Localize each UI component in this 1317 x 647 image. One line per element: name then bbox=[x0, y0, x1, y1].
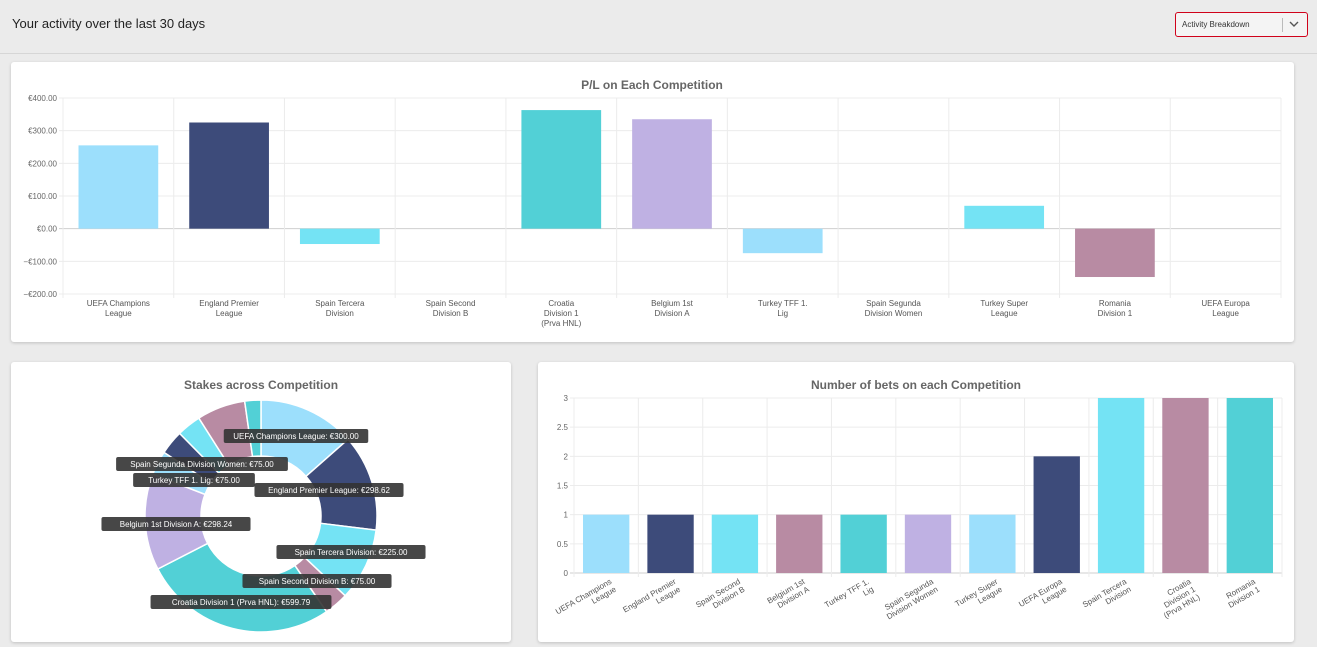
bar bbox=[964, 205, 1045, 229]
y-tick-label: 3 bbox=[564, 394, 569, 403]
bar bbox=[1097, 398, 1145, 573]
pl-chart-card: P/L on Each Competition €400.00 €300.00 €20… bbox=[11, 62, 1294, 342]
tooltip-box bbox=[133, 473, 255, 487]
bar bbox=[904, 514, 952, 573]
x-tick-label: UEFA ChampionsLeague bbox=[554, 577, 618, 624]
bar bbox=[840, 514, 887, 573]
x-tick-label: Spain SegundaDivision Women bbox=[881, 577, 940, 622]
stakes-chart: Stakes across Competition UEFA Champions … bbox=[101, 378, 426, 633]
y-tick-label: −€200.00 bbox=[23, 290, 57, 299]
y-tick-label: 0.5 bbox=[557, 540, 569, 549]
tooltip-label: Spain Tercera Division: €225.00 bbox=[295, 548, 408, 557]
stakes-chart-card: Stakes across Competition UEFA Champions … bbox=[11, 362, 511, 642]
bar bbox=[647, 514, 694, 573]
slice-tooltip: UEFA Champions League: €300.00 bbox=[223, 429, 369, 443]
tooltip-label: Turkey TFF 1. Lig: €75.00 bbox=[148, 476, 240, 485]
bets-chart-card: Number of bets on each Competition 3 2.5 2 1… bbox=[538, 362, 1294, 642]
chart-title: P/L on Each Competition bbox=[581, 78, 723, 92]
y-tick-label: 1 bbox=[564, 511, 569, 520]
dropdown-separator bbox=[1282, 18, 1283, 32]
slice-tooltip: Spain Tercera Division: €225.00 bbox=[276, 545, 426, 559]
tooltip-box bbox=[223, 429, 369, 443]
slice-tooltip: Spain Segunda Division Women: €75.00 bbox=[116, 457, 288, 471]
bar bbox=[711, 514, 759, 573]
pl-chart: P/L on Each Competition €400.00 €300.00 €20… bbox=[23, 78, 1282, 328]
bar bbox=[1226, 398, 1273, 573]
dropdown-selected-label: Activity Breakdown bbox=[1182, 20, 1250, 29]
x-tick-label: Belgium 1stDivision A bbox=[766, 577, 812, 614]
y-tick-label: €300.00 bbox=[28, 127, 57, 136]
chart-title: Stakes across Competition bbox=[184, 378, 338, 392]
x-tick-label: England PremierLeague bbox=[621, 577, 682, 623]
y-tick-label: 0 bbox=[564, 569, 569, 578]
chevron-down-icon[interactable] bbox=[1287, 16, 1301, 32]
bar bbox=[78, 145, 159, 229]
bar bbox=[632, 119, 712, 229]
tooltip-label: Spain Segunda Division Women: €75.00 bbox=[130, 460, 274, 469]
top-bar: Your activity over the last 30 days Acti… bbox=[0, 0, 1317, 54]
x-tick-label: Spain SecondDivision B bbox=[694, 577, 746, 618]
x-tick-label: Spain TerceraDivision bbox=[1081, 577, 1133, 617]
bar bbox=[189, 122, 269, 229]
y-tick-label: €400.00 bbox=[28, 94, 57, 103]
tooltip-label: Spain Second Division B: €75.00 bbox=[259, 577, 376, 586]
tooltip-label: UEFA Champions League: €300.00 bbox=[233, 432, 359, 441]
activity-dropdown[interactable]: Activity Breakdown bbox=[1175, 12, 1308, 37]
slice-tooltip: Croatia Division 1 (Prva HNL): €599.79 bbox=[150, 595, 332, 609]
y-tick-label: 1.5 bbox=[557, 482, 569, 491]
slice-tooltip: Turkey TFF 1. Lig: €75.00 bbox=[133, 473, 255, 487]
tooltip-box bbox=[101, 517, 251, 531]
bar bbox=[299, 228, 380, 245]
slice-tooltip: Spain Second Division B: €75.00 bbox=[242, 574, 392, 588]
tooltip-box bbox=[116, 457, 288, 471]
x-tick-label: CroatiaDivision 1(Prva HNL) bbox=[1153, 577, 1202, 621]
bar bbox=[969, 514, 1016, 573]
tooltip-label: Croatia Division 1 (Prva HNL): €599.79 bbox=[172, 598, 311, 607]
slice-tooltip: England Premier League: €298.62 bbox=[254, 483, 404, 497]
x-tick-label: Turkey SuperLeague bbox=[954, 577, 1005, 617]
x-tick-label: RomaniaDivision 1 bbox=[1222, 577, 1262, 610]
bar bbox=[1033, 456, 1080, 573]
y-tick-label: 2.5 bbox=[557, 423, 569, 432]
bar bbox=[583, 514, 630, 573]
y-tick-label: 2 bbox=[564, 452, 569, 461]
bets-chart: Number of bets on each Competition 3 2.5 2 1… bbox=[554, 378, 1283, 624]
bar bbox=[742, 228, 823, 254]
y-tick-label: −€100.00 bbox=[23, 257, 57, 266]
tooltip-box bbox=[254, 483, 404, 497]
bar bbox=[1075, 228, 1155, 278]
tooltip-box bbox=[150, 595, 332, 609]
x-tick-label: Turkey TFF 1.Lig bbox=[758, 299, 808, 318]
bar bbox=[776, 514, 823, 573]
bar bbox=[1162, 398, 1209, 573]
page-title: Your activity over the last 30 days bbox=[12, 16, 206, 31]
tooltip-box bbox=[242, 574, 392, 588]
x-tick-label: Turkey TFF 1.Lig bbox=[823, 577, 875, 617]
chart-title: Number of bets on each Competition bbox=[811, 378, 1021, 392]
y-tick-label: €100.00 bbox=[28, 192, 57, 201]
y-tick-label: €200.00 bbox=[28, 159, 57, 168]
slice-tooltip: Belgium 1st Division A: €298.24 bbox=[101, 517, 251, 531]
tooltip-label: Belgium 1st Division A: €298.24 bbox=[120, 520, 233, 529]
tooltip-label: England Premier League: €298.62 bbox=[268, 486, 390, 495]
x-tick-label: UEFA EuropaLeague bbox=[1017, 577, 1068, 617]
bar bbox=[521, 110, 602, 229]
y-tick-label: €0.00 bbox=[37, 225, 58, 234]
tooltip-box bbox=[276, 545, 426, 559]
